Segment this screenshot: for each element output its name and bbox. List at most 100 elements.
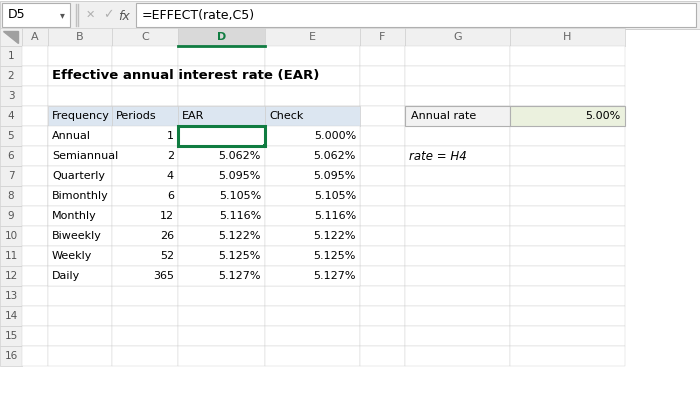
Bar [112,126,178,146]
Bar [360,86,405,106]
Text: Frequency: Frequency [52,111,110,121]
Bar [510,86,625,106]
Bar [112,106,178,126]
Bar [265,186,360,206]
Bar [178,46,265,66]
Text: 11: 11 [4,251,18,261]
Text: 5.105%: 5.105% [314,191,356,201]
Bar [405,246,510,266]
Bar [112,346,178,366]
Text: 5.116%: 5.116% [314,211,356,221]
Bar [265,206,360,226]
Bar [265,46,360,66]
Bar [178,146,265,166]
Bar [510,126,625,146]
Bar [265,226,360,246]
Bar [48,166,112,186]
Text: Quarterly: Quarterly [52,171,105,181]
Polygon shape [3,31,18,43]
Bar [405,146,510,166]
Bar [48,106,112,126]
Bar [360,206,405,226]
Bar [22,286,48,306]
Text: 16: 16 [4,351,18,361]
Bar [178,346,265,366]
Bar [510,186,625,206]
Bar [510,346,625,366]
Text: EAR: EAR [182,111,204,121]
Bar [405,106,510,126]
Bar [265,28,360,46]
Bar [178,226,265,246]
Bar [0,266,22,286]
Bar [405,306,510,326]
Bar [22,46,48,66]
Bar [178,106,265,126]
Text: C: C [141,32,149,42]
Bar [178,286,265,306]
Bar [48,206,112,226]
Bar [510,166,625,186]
Bar [405,286,510,306]
Text: 14: 14 [4,311,18,321]
Bar [0,346,22,366]
Bar [178,86,265,106]
Bar [405,326,510,346]
Text: 5.000%: 5.000% [218,131,261,141]
Bar [405,86,510,106]
Bar [112,326,178,346]
Bar [112,86,178,106]
Text: fx: fx [118,10,130,22]
Bar [0,126,22,146]
Text: 5.127%: 5.127% [218,271,261,281]
Bar [112,266,178,286]
Bar [48,66,112,86]
Text: 15: 15 [4,331,18,341]
Bar [360,346,405,366]
Bar [360,106,405,126]
Bar [178,126,265,146]
Bar [22,28,48,46]
Bar [0,246,22,266]
Text: Weekly: Weekly [52,251,92,261]
Text: 12: 12 [4,271,18,281]
Text: ✓: ✓ [103,8,113,22]
Text: 5.000%: 5.000% [314,131,356,141]
Bar [48,246,112,266]
Bar [178,186,265,206]
Bar [0,146,22,166]
Bar [48,146,112,166]
Bar [112,66,178,86]
Bar [265,346,360,366]
Bar [48,326,112,346]
Bar [405,166,510,186]
Text: Annual rate: Annual rate [411,111,476,121]
Bar [178,206,265,226]
Bar [510,326,625,346]
Text: 6: 6 [167,191,174,201]
Text: Daily: Daily [52,271,80,281]
Text: 2: 2 [8,71,14,81]
Text: 5.122%: 5.122% [218,231,261,241]
Bar [510,226,625,246]
Bar [48,286,112,306]
Text: 5.125%: 5.125% [314,251,356,261]
Bar [112,166,178,186]
Bar [405,66,510,86]
Bar [405,206,510,226]
Bar [0,1,700,29]
Bar [48,346,112,366]
Text: =EFFECT(rate,C5): =EFFECT(rate,C5) [142,8,255,22]
Bar [48,226,112,246]
Bar [265,146,360,166]
Bar [510,106,625,126]
Text: Annual: Annual [52,131,91,141]
Bar [178,66,265,86]
Bar [48,126,112,146]
Bar [0,206,22,226]
Bar [510,266,625,286]
Bar [22,126,48,146]
Bar [510,286,625,306]
Bar [178,28,265,46]
Text: A: A [32,32,38,42]
